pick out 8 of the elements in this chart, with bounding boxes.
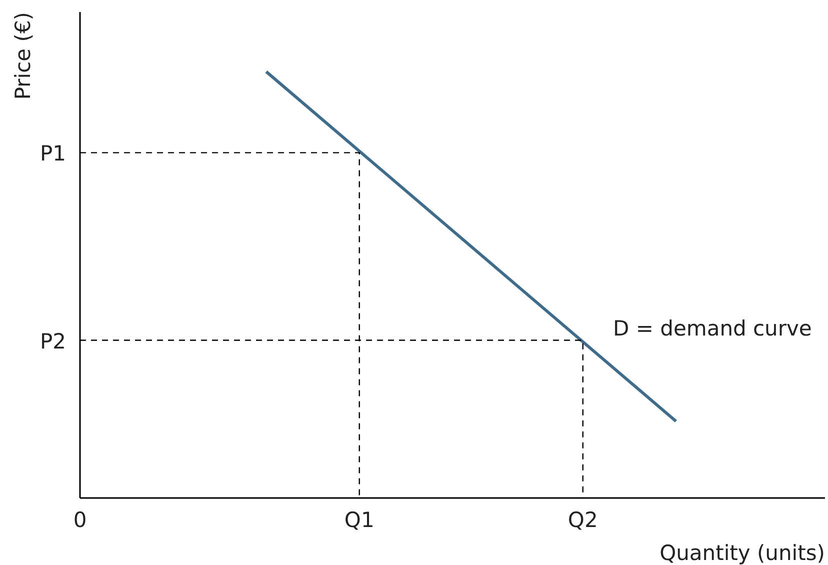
y-axis-title: Price (€) [11,12,35,100]
x-axis-title: Quantity (units) [660,541,825,565]
x-tick-label: Q2 [568,508,598,532]
x-tick-label: 0 [73,508,87,532]
x-tick-label: Q1 [344,508,374,532]
series-label: P2 [40,329,66,354]
series-label: P1 [40,142,66,166]
series-label: D = demand curve [613,316,812,340]
